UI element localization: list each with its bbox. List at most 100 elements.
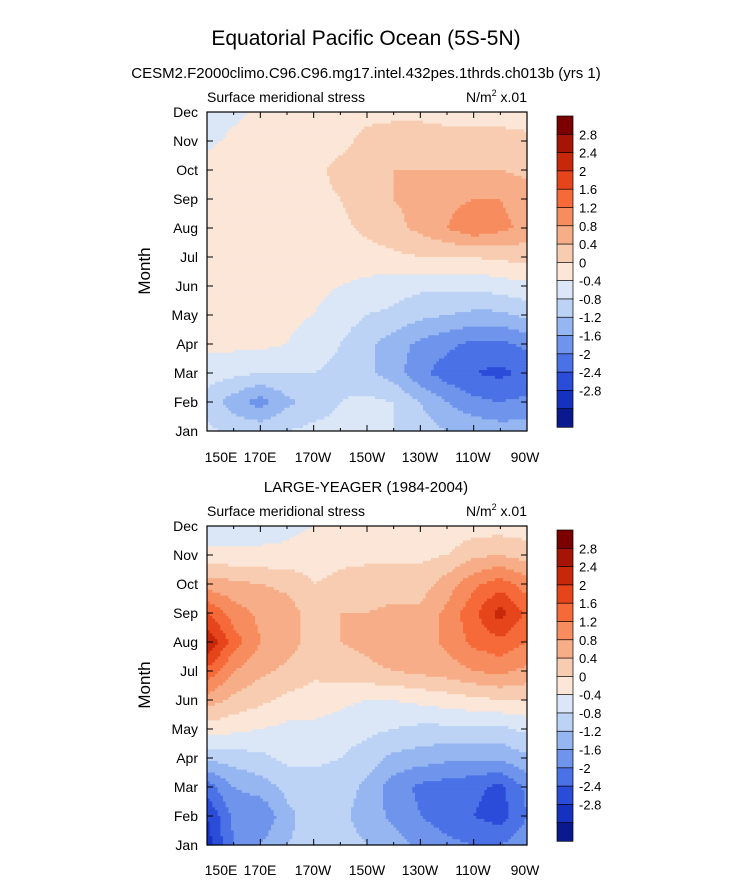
contour-cell <box>207 682 224 687</box>
contour-cell <box>207 694 232 698</box>
contour-cell <box>225 801 269 805</box>
contour-cell <box>228 642 243 646</box>
contour-cell <box>255 618 301 623</box>
contour-cell <box>207 656 219 660</box>
contour-cell <box>207 711 240 716</box>
contour-cell <box>343 152 528 157</box>
contour-cell <box>348 213 405 217</box>
contour-cell <box>503 653 528 658</box>
contour-cell <box>223 378 389 383</box>
contour-cell <box>316 370 376 374</box>
x-axis-ticks: 150E 170E 170W 150W 130W 110W 90W <box>205 112 540 465</box>
contour-cell <box>431 821 493 826</box>
colorbar-label: -2 <box>579 347 591 362</box>
contour-cell <box>207 410 232 415</box>
contour-cell <box>415 795 483 800</box>
contour-cell <box>503 204 528 209</box>
contour-cell <box>295 813 352 817</box>
contour-cell <box>465 708 528 713</box>
contour-cell <box>257 647 299 652</box>
contour-cell <box>252 613 301 617</box>
contour-cell <box>207 242 379 246</box>
contour-cell <box>479 370 512 374</box>
contour-cell <box>324 416 395 420</box>
contour-cell <box>212 146 349 151</box>
contour-cell <box>375 352 408 357</box>
contour-cell <box>353 804 384 808</box>
panel-title: CESM2.F2000climo.C96.C96.mg17.intel.432p… <box>131 65 600 82</box>
contour-cell <box>241 639 261 643</box>
contour-cell <box>295 399 344 403</box>
contour-cell <box>332 161 528 165</box>
contour-cell <box>223 399 251 403</box>
contour-cell <box>364 778 389 782</box>
colorbar-label: -1.2 <box>579 724 601 739</box>
contour-cell <box>273 586 432 591</box>
contour-cell <box>481 257 528 261</box>
contour-cell <box>332 572 448 576</box>
contour-cell <box>508 671 528 675</box>
contour-cell <box>292 830 357 834</box>
contour-cell <box>425 410 464 415</box>
contour-cell <box>281 540 464 544</box>
contour-cell <box>471 668 517 672</box>
contour-cell <box>407 839 461 843</box>
contour-cell <box>465 639 528 643</box>
contour-cell <box>295 604 387 608</box>
contour-cell <box>473 589 523 594</box>
contour-cell <box>207 114 245 119</box>
contour-cell <box>404 769 525 774</box>
contour-cell <box>495 578 504 582</box>
contour-cell <box>439 615 461 620</box>
contour-cell <box>236 647 259 652</box>
contour-cell <box>228 810 275 814</box>
contour-cell <box>212 425 304 429</box>
contour-cell <box>431 370 480 374</box>
contour-cell <box>207 396 227 400</box>
contour-cell <box>393 196 528 200</box>
contour-cell <box>439 621 464 626</box>
contour-cell <box>207 187 333 191</box>
contour-cell <box>207 201 344 206</box>
contour-cell <box>356 323 408 328</box>
contour-cell <box>441 123 528 128</box>
contour-cell <box>380 338 421 342</box>
contour-cell <box>241 117 528 122</box>
contour-cell <box>417 702 528 707</box>
contour-cell <box>300 642 344 646</box>
contour-cell <box>348 396 376 400</box>
contour-cell <box>249 402 269 406</box>
contour-cell <box>460 230 499 235</box>
contour-cell <box>207 659 216 663</box>
contour-cell <box>207 207 347 212</box>
contour-cell <box>452 589 475 594</box>
contour-cell <box>391 332 440 336</box>
contour-cell <box>207 581 251 585</box>
contour-cell <box>207 384 211 389</box>
contour-cell <box>225 804 269 808</box>
contour-cell <box>511 373 528 377</box>
contour-cell <box>324 297 405 302</box>
contour-cell <box>407 323 528 328</box>
contour-cell <box>393 428 445 432</box>
tick-label-x: 110W <box>455 449 491 465</box>
contour-cell <box>524 798 528 803</box>
tick-label-x: 150E <box>205 449 238 465</box>
contour-cell <box>399 700 528 704</box>
contour-cell <box>524 129 528 133</box>
contour-cell <box>239 120 392 125</box>
contour-cell <box>228 676 261 681</box>
contour-cell <box>223 647 237 652</box>
contour-cell <box>393 425 440 429</box>
contour-cell <box>239 644 259 649</box>
contour-cell <box>439 358 528 362</box>
contour-cell <box>327 170 395 174</box>
contour-cell <box>207 697 229 701</box>
contour-cell <box>212 804 227 808</box>
contour-cell <box>404 216 453 220</box>
contour-cell <box>207 312 315 316</box>
contour-cell <box>519 557 528 562</box>
contour-cell <box>441 778 515 782</box>
contour-cell <box>393 181 528 186</box>
contour-cell <box>300 621 341 626</box>
